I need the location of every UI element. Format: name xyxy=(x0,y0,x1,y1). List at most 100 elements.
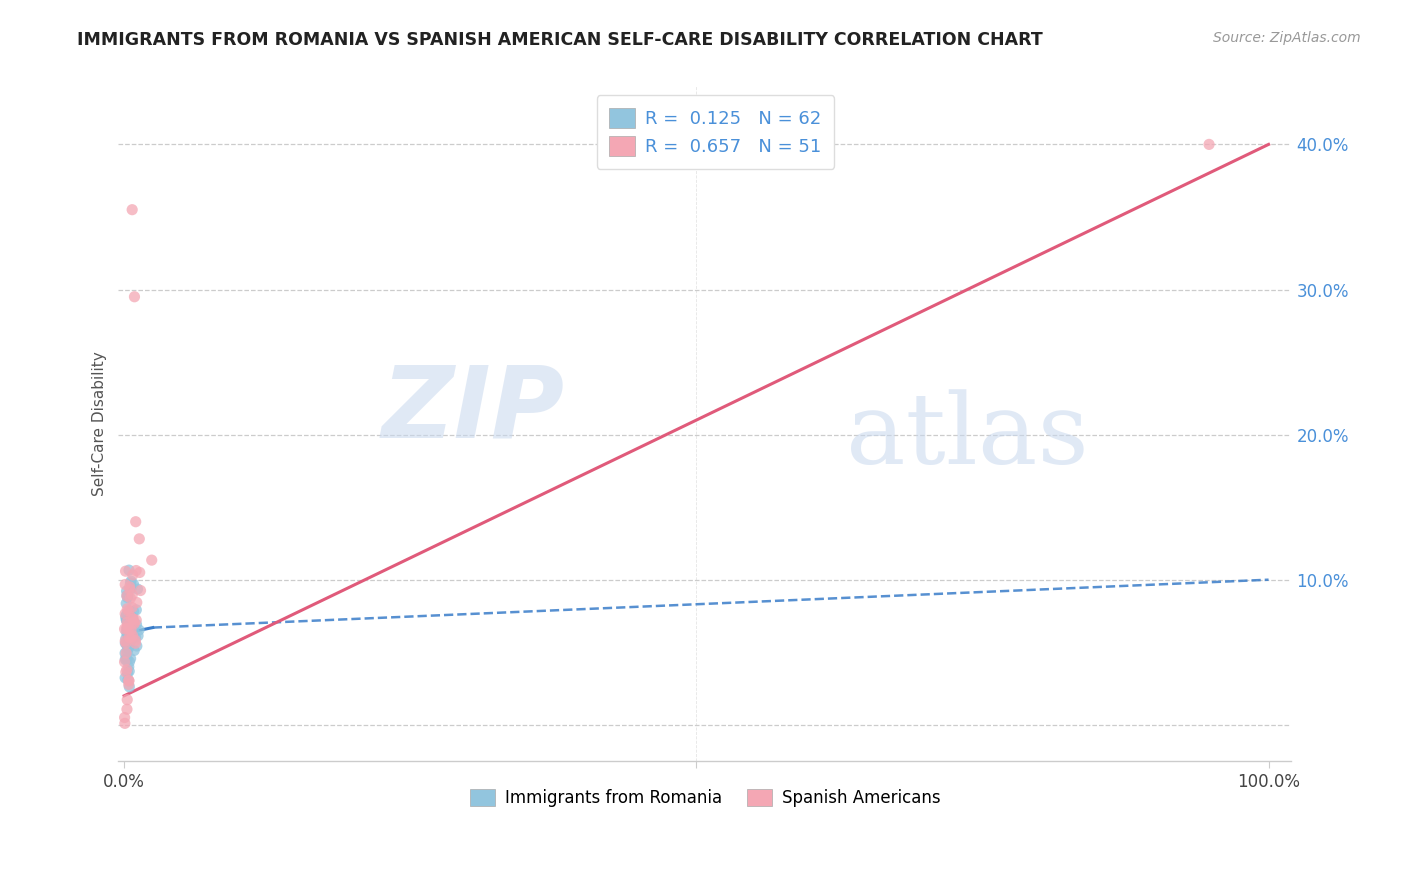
Point xyxy=(114,671,136,685)
Point xyxy=(120,626,142,640)
Point xyxy=(122,643,145,657)
Point xyxy=(115,638,138,652)
Point xyxy=(114,577,136,591)
Point xyxy=(115,702,138,716)
Point xyxy=(114,634,136,648)
Point xyxy=(117,639,139,653)
Point xyxy=(115,584,138,599)
Point xyxy=(125,595,148,609)
Point xyxy=(122,612,145,626)
Point xyxy=(115,653,138,667)
Point xyxy=(128,566,150,580)
Point xyxy=(115,652,138,666)
Point xyxy=(125,613,148,627)
Point xyxy=(118,622,141,636)
Point xyxy=(115,596,138,610)
Point xyxy=(118,563,141,577)
Point xyxy=(117,589,139,603)
Point xyxy=(124,630,146,644)
Point xyxy=(114,636,136,650)
Point xyxy=(117,601,139,615)
Point xyxy=(114,564,136,578)
Point xyxy=(115,663,138,677)
Point xyxy=(121,632,143,647)
Point xyxy=(117,626,139,640)
Point xyxy=(124,290,146,304)
Point xyxy=(125,639,148,653)
Point xyxy=(122,604,145,618)
Point xyxy=(125,617,148,632)
Point xyxy=(118,631,141,645)
Point xyxy=(120,581,142,595)
Point xyxy=(117,618,139,632)
Point xyxy=(121,630,143,644)
Point xyxy=(115,636,138,650)
Point xyxy=(118,664,141,678)
Point xyxy=(118,638,141,652)
Point xyxy=(125,564,148,578)
Point xyxy=(115,607,138,622)
Point xyxy=(114,646,136,660)
Point xyxy=(117,641,139,656)
Point xyxy=(115,613,138,627)
Text: IMMIGRANTS FROM ROMANIA VS SPANISH AMERICAN SELF-CARE DISABILITY CORRELATION CHA: IMMIGRANTS FROM ROMANIA VS SPANISH AMERI… xyxy=(77,31,1043,49)
Point xyxy=(114,622,136,636)
Point xyxy=(114,710,136,724)
Point xyxy=(122,577,145,591)
Point xyxy=(118,677,141,691)
Point xyxy=(128,532,150,546)
Y-axis label: Self-Care Disability: Self-Care Disability xyxy=(93,351,107,496)
Point xyxy=(127,629,149,643)
Point xyxy=(127,582,149,596)
Point xyxy=(125,603,148,617)
Point xyxy=(121,202,143,217)
Point xyxy=(122,615,145,630)
Point xyxy=(120,610,142,624)
Point xyxy=(114,610,136,624)
Point xyxy=(118,655,141,669)
Point xyxy=(115,646,138,660)
Point xyxy=(121,600,143,615)
Point xyxy=(114,652,136,666)
Point xyxy=(115,615,138,630)
Point xyxy=(114,716,136,731)
Point xyxy=(115,613,138,627)
Point xyxy=(114,655,136,669)
Point xyxy=(115,589,138,603)
Point xyxy=(125,515,148,529)
Point xyxy=(120,630,142,644)
Point xyxy=(118,607,141,622)
Point xyxy=(121,629,143,643)
Point xyxy=(141,553,163,567)
Point xyxy=(115,589,138,603)
Point xyxy=(118,635,141,649)
Point xyxy=(120,591,142,606)
Point xyxy=(114,607,136,621)
Point xyxy=(120,623,142,637)
Point xyxy=(118,611,141,625)
Point xyxy=(121,610,143,624)
Point xyxy=(120,576,142,591)
Point xyxy=(122,622,145,636)
Text: ZIP: ZIP xyxy=(381,362,564,458)
Point xyxy=(124,633,146,648)
Point xyxy=(118,582,141,597)
Point xyxy=(129,583,152,598)
Point xyxy=(118,640,141,654)
Point xyxy=(115,621,138,635)
Point xyxy=(120,610,142,624)
Point xyxy=(117,630,139,644)
Point xyxy=(117,591,139,605)
Text: atlas: atlas xyxy=(846,389,1088,485)
Point xyxy=(118,659,141,673)
Point xyxy=(115,614,138,628)
Point xyxy=(118,673,141,688)
Point xyxy=(115,692,138,706)
Text: Source: ZipAtlas.com: Source: ZipAtlas.com xyxy=(1213,31,1361,45)
Point xyxy=(117,626,139,640)
Point xyxy=(121,568,143,582)
Point xyxy=(115,632,138,646)
Point xyxy=(117,644,139,658)
Point xyxy=(115,622,138,636)
Point xyxy=(124,636,146,650)
